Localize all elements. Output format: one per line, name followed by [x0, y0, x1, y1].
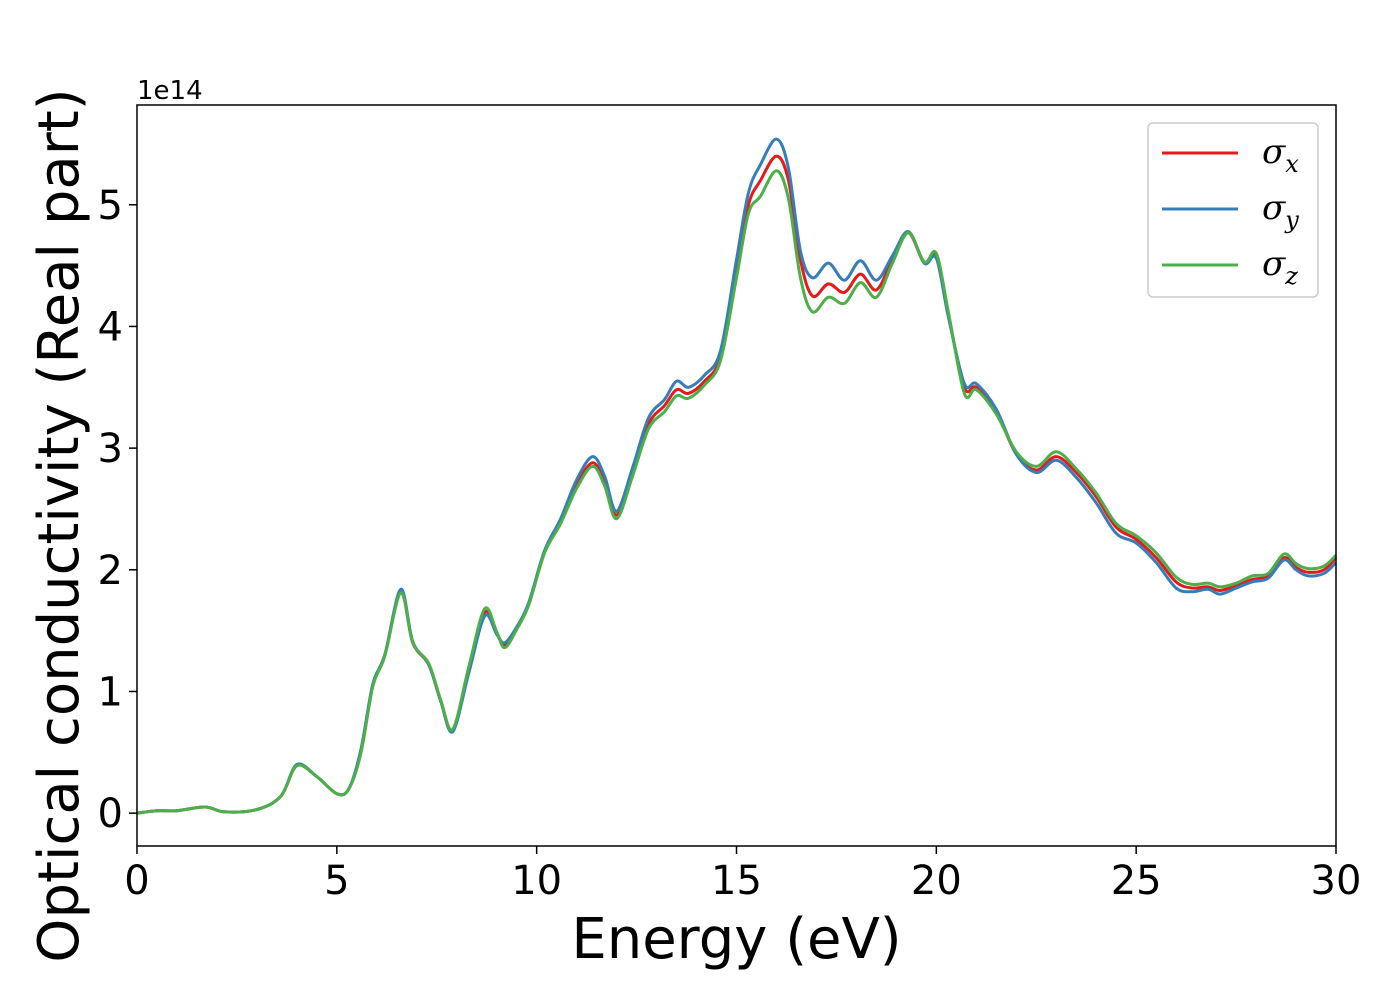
plot-lines	[136, 137, 1338, 815]
legend-label-x: σx	[1262, 132, 1299, 178]
y-axis-title: Optical conductivity (Real part)	[27, 88, 92, 962]
x-tick-label: 20	[911, 858, 962, 904]
y-tick-label: 3	[98, 426, 123, 472]
x-tick-label: 0	[124, 858, 149, 904]
y-tick-label: 0	[98, 791, 123, 837]
legend-label-z: σz	[1262, 244, 1298, 290]
y-tick-label: 5	[98, 183, 123, 229]
y-tick-label: 4	[98, 304, 123, 350]
legend-label-y: σy	[1262, 188, 1299, 234]
y-axis-ticks: 0 1 2 3 4 5	[98, 183, 137, 837]
x-tick-label: 10	[511, 858, 562, 904]
series-line-z	[136, 169, 1338, 815]
x-tick-label: 25	[1111, 858, 1162, 904]
x-axis-ticks: 0 5 10 15 20 25 30	[124, 846, 1361, 904]
legend: σx σy σz	[1147, 122, 1319, 298]
x-tick-label: 30	[1311, 858, 1362, 904]
x-axis-title: Energy (eV)	[571, 907, 901, 972]
x-tick-label: 15	[711, 858, 762, 904]
y-tick-label: 2	[98, 548, 123, 594]
y-tick-label: 1	[98, 669, 123, 715]
x-tick-label: 5	[324, 858, 349, 904]
y-offset-label: 1e14	[137, 76, 203, 106]
